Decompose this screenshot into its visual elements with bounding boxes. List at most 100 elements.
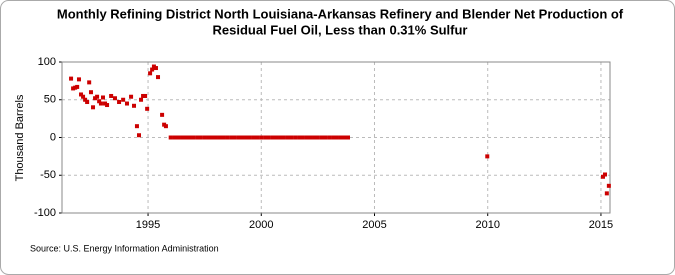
y-tick-label: 0 <box>50 131 56 143</box>
point <box>121 97 126 102</box>
point <box>141 93 146 98</box>
source: Source: U.S. Energy Information Administ… <box>30 243 219 253</box>
point <box>148 71 153 76</box>
point <box>278 135 283 140</box>
chart-title: Residual Fuel Oil, Less than 0.31% Sulfu… <box>212 22 467 37</box>
point <box>240 135 245 140</box>
point <box>606 183 611 188</box>
y-tick-label: -50 <box>40 169 56 181</box>
point <box>97 99 102 104</box>
point <box>206 135 211 140</box>
point <box>281 135 286 140</box>
point <box>263 135 268 140</box>
point <box>83 97 88 102</box>
y-tick-label: 50 <box>44 94 56 106</box>
point <box>76 77 81 82</box>
point <box>338 135 343 140</box>
point <box>327 135 332 140</box>
x-tick-label: 1995 <box>136 219 160 231</box>
point <box>136 133 141 138</box>
point <box>604 191 609 196</box>
point <box>300 135 305 140</box>
point <box>163 124 168 129</box>
point <box>103 101 108 106</box>
point <box>93 96 98 101</box>
point <box>75 84 80 89</box>
point <box>132 103 137 108</box>
point <box>124 101 129 106</box>
point <box>151 64 156 69</box>
point <box>210 135 215 140</box>
y-tick-label: 100 <box>38 56 56 68</box>
point <box>603 172 608 177</box>
point <box>304 135 309 140</box>
point <box>315 135 320 140</box>
point <box>139 97 144 102</box>
point <box>87 80 92 85</box>
point <box>259 135 264 140</box>
point <box>109 93 114 98</box>
x-tick-label: 2010 <box>475 219 499 231</box>
point <box>244 135 249 140</box>
point <box>274 135 279 140</box>
point <box>143 93 148 98</box>
point <box>81 94 86 99</box>
y-tick-label: -100 <box>34 207 56 219</box>
point <box>91 105 96 110</box>
point <box>236 135 241 140</box>
point <box>312 135 317 140</box>
point <box>88 90 93 95</box>
point <box>232 135 237 140</box>
point <box>98 101 103 106</box>
point <box>95 94 100 99</box>
y-axis-label: Thousand Barrels <box>14 94 26 181</box>
x-tick-label: 2000 <box>249 219 273 231</box>
point <box>289 135 294 140</box>
point <box>198 135 203 140</box>
point <box>319 135 324 140</box>
point <box>134 124 139 129</box>
point <box>255 135 260 140</box>
point <box>168 135 173 140</box>
point <box>195 135 200 140</box>
point <box>150 67 155 72</box>
point <box>485 154 490 159</box>
point <box>346 135 351 140</box>
point <box>323 135 328 140</box>
point <box>180 135 185 140</box>
point <box>334 135 339 140</box>
point <box>176 135 181 140</box>
point <box>251 135 256 140</box>
point <box>331 135 336 140</box>
point <box>129 94 134 99</box>
point <box>342 135 347 140</box>
point <box>105 103 110 108</box>
point <box>156 75 161 80</box>
point <box>221 135 226 140</box>
point <box>213 135 218 140</box>
point <box>79 92 84 97</box>
point <box>85 100 90 105</box>
point <box>172 135 177 140</box>
point <box>308 135 313 140</box>
point <box>225 135 230 140</box>
point <box>69 76 74 81</box>
point <box>191 135 196 140</box>
point <box>266 135 271 140</box>
point <box>229 135 234 140</box>
point <box>100 95 105 100</box>
point <box>71 86 76 91</box>
point <box>202 135 207 140</box>
point <box>293 135 298 140</box>
x-tick-label: 2015 <box>589 219 613 231</box>
point <box>183 135 188 140</box>
point <box>297 135 302 140</box>
chart-title: Monthly Refining District North Louisian… <box>57 6 624 21</box>
point <box>187 135 192 140</box>
point <box>112 96 117 101</box>
point <box>247 135 252 140</box>
x-tick-label: 2005 <box>362 219 386 231</box>
point <box>600 174 605 179</box>
point <box>160 112 165 117</box>
